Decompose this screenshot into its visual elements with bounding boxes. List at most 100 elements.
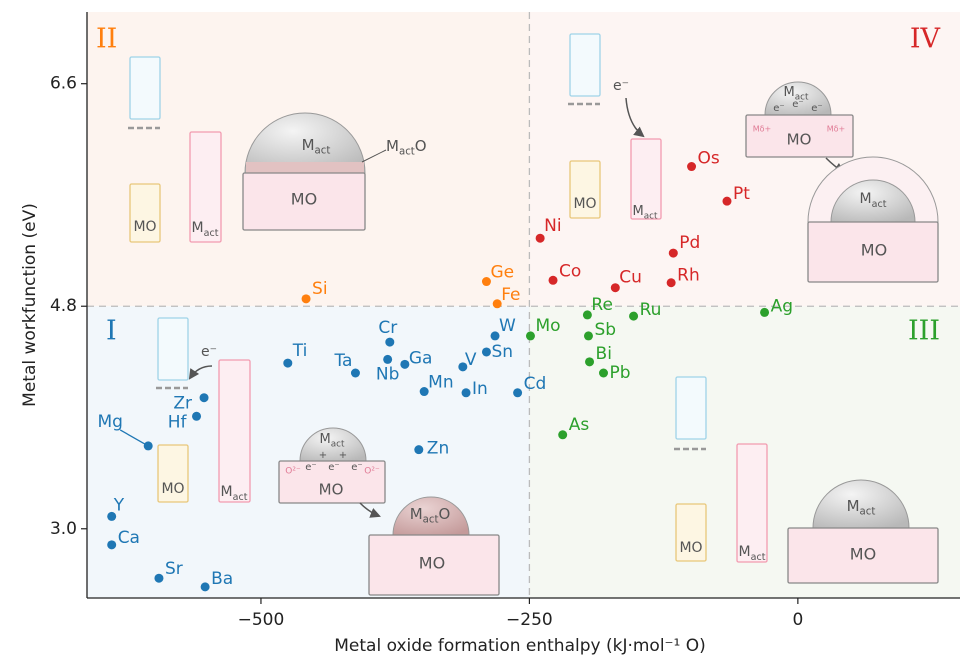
schematic-label: MO [679, 540, 702, 556]
schematic-label: + [319, 450, 327, 461]
point-label: Sb [594, 320, 616, 340]
y-tick-label: 6.6 [50, 74, 77, 94]
metal-subscript: act [331, 439, 345, 449]
schematic-label: O²⁻ [285, 467, 301, 477]
point-label: W [499, 316, 516, 336]
point [107, 511, 117, 521]
point [585, 357, 595, 367]
point-label: Sr [165, 559, 183, 579]
x-tick-label: −250 [506, 610, 553, 630]
schematic-label: MO [573, 196, 596, 212]
point-label: Y [113, 495, 125, 515]
point-label: Ru [640, 300, 662, 320]
metal-symbol: M [221, 484, 233, 500]
point [760, 307, 770, 317]
schematic-label: + [339, 450, 347, 461]
oxide-box [569, 160, 601, 219]
metal-symbol: M [410, 505, 423, 523]
leader [119, 429, 149, 447]
point-label: Rh [677, 266, 700, 286]
oxide-box [129, 183, 161, 243]
metal-subscript: act [233, 491, 248, 502]
metal-box [630, 138, 662, 220]
metal-box [218, 359, 251, 503]
schematic-label: e⁻ [328, 462, 339, 473]
oxide-box [157, 444, 189, 503]
quadrant-label: IV [910, 24, 941, 55]
point-label: Ca [118, 528, 140, 548]
x-tick-label: 0 [792, 610, 803, 630]
schematic-label: MO [419, 554, 445, 573]
schematic-label: e⁻ [351, 462, 362, 473]
schematic-label: e⁻ [305, 462, 316, 473]
particle [812, 479, 910, 529]
metal-subscript: act [872, 198, 887, 209]
quadrant-label: I [106, 316, 117, 347]
y-axis-label: Metal workfunction (eV) [20, 203, 40, 407]
x-axis-label: Metal oxide formation enthalpy (kJ·mol⁻¹… [334, 636, 706, 656]
metal-symbol: M [386, 137, 399, 155]
quadrant-label: II [96, 24, 117, 55]
metal-symbol: M [739, 544, 751, 560]
point [458, 362, 468, 372]
point-label: Ag [771, 296, 793, 316]
point [548, 275, 558, 285]
point [107, 540, 117, 550]
point-label: Cd [524, 374, 547, 394]
quadrant-label: III [908, 316, 940, 347]
point-label: Si [312, 279, 328, 299]
metal-box [189, 131, 222, 243]
metal-box [736, 443, 768, 563]
schematic-label: MO [291, 190, 317, 209]
point [722, 196, 732, 206]
point-label: Mn [428, 373, 453, 393]
metal-label: Mact [739, 544, 766, 562]
metal-symbol: M [320, 432, 331, 447]
point-label: Mo [535, 316, 560, 336]
support [807, 221, 939, 283]
point [143, 441, 153, 451]
point-label: Ge [490, 263, 514, 283]
point [283, 358, 293, 368]
metal-label: Mact [320, 432, 345, 450]
point [668, 248, 678, 258]
point-label: Bi [596, 344, 612, 364]
point-label: Os [698, 149, 720, 169]
point-label: Pb [609, 363, 630, 383]
metal-subscript: act [423, 514, 439, 525]
metal-label: MactO [386, 137, 427, 158]
point [598, 368, 608, 378]
point [481, 277, 491, 287]
point [492, 299, 502, 309]
point [400, 359, 410, 369]
point [419, 387, 429, 397]
point [481, 347, 491, 357]
metal-subscript: act [644, 211, 658, 221]
metal-label: Mact [192, 220, 219, 238]
metal-label: Mact [860, 191, 887, 209]
metal-symbol: M [302, 136, 315, 154]
point-label: Cr [378, 318, 397, 338]
particle [764, 81, 832, 116]
point [558, 430, 568, 440]
y-tick-label: 4.8 [50, 296, 77, 316]
particle [299, 427, 367, 462]
point-label: Mg [97, 412, 122, 432]
schematic-label: O²⁻ [364, 467, 380, 477]
arrow [359, 502, 381, 518]
point [582, 310, 592, 320]
point-label: Pt [733, 184, 750, 204]
support [787, 527, 939, 584]
schematic-label: MO [861, 241, 887, 260]
point-label: Ta [333, 351, 352, 371]
point-label: Hf [168, 412, 188, 432]
schematic-label: e⁻ [811, 103, 822, 114]
schematic-label: MO [319, 481, 344, 499]
band-box [569, 33, 601, 97]
oxide-box [675, 503, 707, 562]
metal-symbol: M [633, 204, 644, 219]
metal-label: Mact [302, 136, 331, 157]
point-label: Ni [544, 216, 561, 236]
point-label: V [465, 350, 477, 370]
point [513, 388, 523, 398]
